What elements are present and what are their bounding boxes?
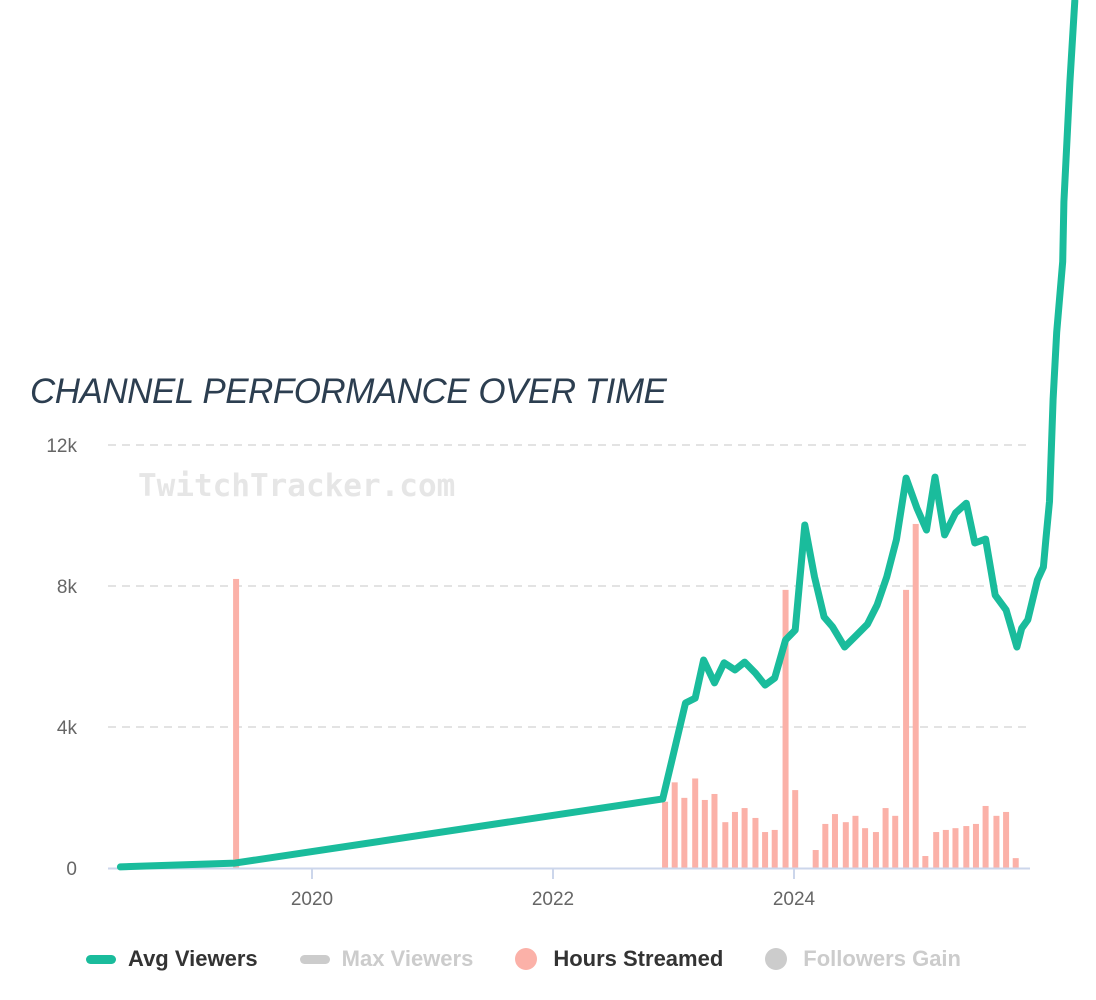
- hours-streamed-bar: [771, 829, 778, 868]
- hours-streamed-bar: [662, 801, 669, 868]
- hours-streamed-bar: [862, 828, 869, 868]
- hours-streamed-bar: [782, 589, 789, 868]
- hours-streamed-bar: [993, 815, 1000, 868]
- legend-followers-gain[interactable]: Followers Gain: [765, 946, 961, 972]
- legend-hours-streamed[interactable]: Hours Streamed: [515, 946, 723, 972]
- hours-streamed-bar: [933, 832, 940, 868]
- watermark: TwitchTracker.com: [138, 468, 456, 504]
- hours-streamed-bar: [952, 828, 959, 868]
- hours-streamed-bar: [963, 826, 970, 868]
- hours-streamed-bar: [233, 578, 240, 868]
- hours-streamed-bar: [972, 823, 979, 868]
- dot-swatch-icon: [765, 948, 788, 970]
- hours-streamed-bar: [1012, 858, 1019, 868]
- hours-streamed-bar: [912, 523, 919, 868]
- hours-streamed-bar: [741, 808, 748, 868]
- hours-streamed-bar: [882, 808, 889, 868]
- hours-streamed-bar: [671, 782, 678, 868]
- hours-streamed-bar: [701, 799, 708, 868]
- legend-label: Avg Viewers: [128, 946, 258, 971]
- dot-swatch-icon: [515, 948, 538, 970]
- hours-streamed-bar: [942, 829, 949, 868]
- x-tick-label: 2024: [773, 889, 816, 910]
- chart-title: CHANNEL PERFORMANCE OVER TIME: [30, 372, 667, 411]
- hours-streamed-bar: [1003, 811, 1010, 868]
- legend-label: Followers Gain: [803, 946, 961, 971]
- hours-streamed-bar: [982, 805, 989, 868]
- y-tick-label: 4k: [57, 718, 78, 739]
- avg-viewers-line: [116, 0, 1079, 871]
- legend-avg-viewers[interactable]: Avg Viewers: [86, 946, 258, 972]
- legend-label: Hours Streamed: [553, 946, 724, 971]
- hours-streamed-bar: [752, 817, 759, 868]
- hours-streamed-bar: [892, 815, 899, 868]
- hours-streamed-bar: [762, 832, 769, 868]
- hours-streamed-bar: [711, 793, 718, 868]
- x-tick-label: 2022: [532, 889, 574, 910]
- hours-streamed-bar: [842, 822, 849, 868]
- hours-streamed-bar: [903, 589, 910, 868]
- hours-streamed-bar: [852, 815, 859, 868]
- hours-streamed-bar: [681, 797, 688, 868]
- line-swatch-icon: [299, 954, 330, 964]
- y-tick-label: 0: [66, 859, 77, 880]
- x-tick-label: 2020: [291, 889, 333, 910]
- hours-streamed-bar: [731, 811, 738, 868]
- legend-label: Max Viewers: [341, 946, 474, 971]
- hours-streamed-bar: [922, 856, 929, 868]
- hours-streamed-bar: [822, 823, 829, 868]
- hours-streamed-bar: [831, 814, 838, 868]
- hours-streamed-bar: [722, 822, 729, 868]
- hours-streamed-bar: [792, 790, 799, 868]
- legend: Avg Viewers Max Viewers Hours Streamed F…: [86, 946, 1003, 972]
- hours-streamed-bar: [872, 832, 879, 868]
- legend-max-viewers[interactable]: Max Viewers: [299, 946, 474, 972]
- line-swatch-icon: [86, 954, 116, 964]
- y-tick-label: 12k: [46, 436, 77, 457]
- y-tick-label: 8k: [57, 577, 78, 598]
- hours-streamed-bar: [812, 850, 819, 868]
- hours-streamed-bar: [692, 778, 699, 868]
